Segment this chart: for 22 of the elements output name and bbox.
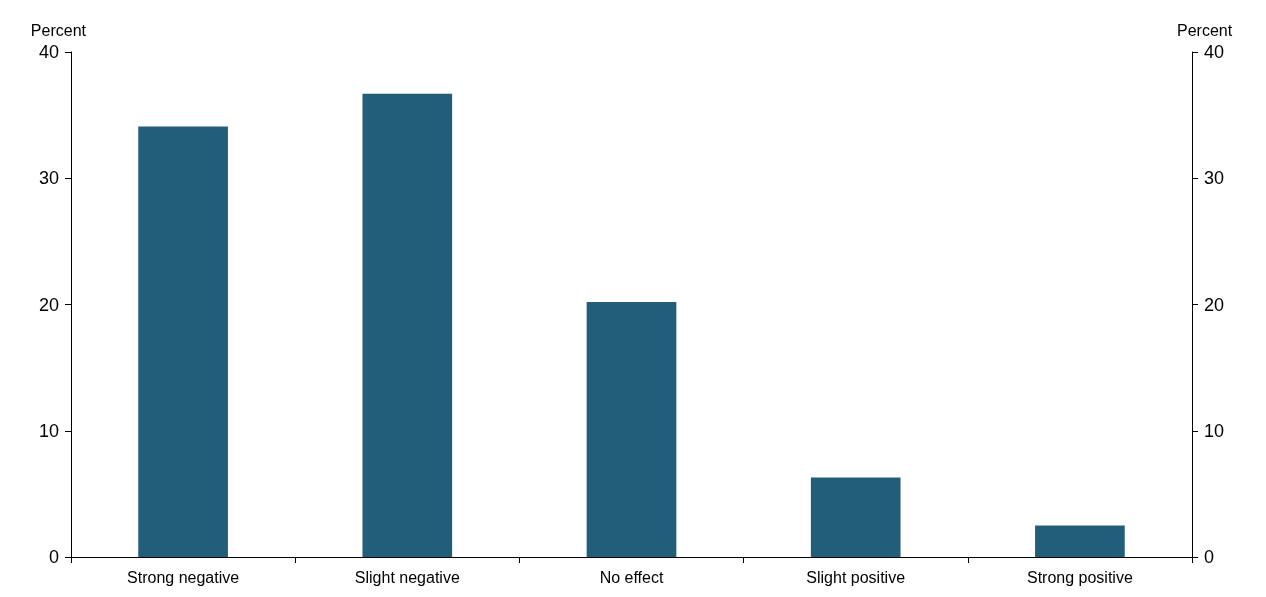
y2-axis-title: Percent — [1177, 21, 1233, 39]
bar — [138, 126, 228, 557]
y2-tick-label: 10 — [1204, 420, 1225, 441]
y2-tick-label: 40 — [1204, 42, 1225, 62]
bar — [362, 93, 453, 557]
y2-tick-label: 20 — [1204, 294, 1225, 315]
x-tick-label: No effect — [599, 568, 664, 586]
y-axis-title: Percent — [30, 21, 87, 39]
x-tick-label: Strong positive — [1026, 568, 1133, 586]
x-tick-label: Slight negative — [354, 568, 460, 586]
x-tick-label: Slight positive — [806, 568, 906, 586]
y-tick-label: 20 — [38, 294, 59, 315]
y2-tick-label: 0 — [1204, 547, 1215, 567]
bar — [586, 301, 677, 557]
bar — [810, 477, 901, 557]
y-tick-label: 10 — [38, 420, 59, 441]
y-tick-label: 0 — [48, 547, 59, 567]
x-tick-label: Strong negative — [127, 568, 240, 586]
y2-tick-label: 30 — [1204, 168, 1225, 189]
bar — [1035, 525, 1125, 557]
y-tick-label: 40 — [38, 42, 59, 62]
y-tick-label: 30 — [38, 168, 59, 189]
